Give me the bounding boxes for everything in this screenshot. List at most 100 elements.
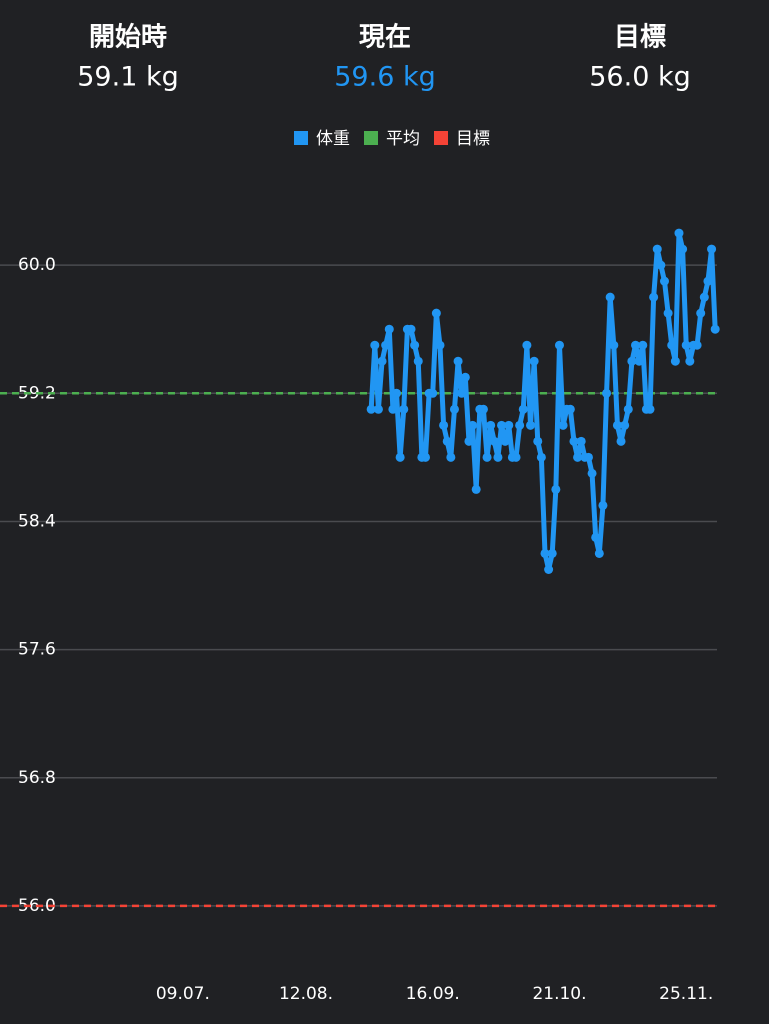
weight-point: [598, 500, 608, 510]
stat-value: 59.6 kg: [334, 62, 435, 93]
weight-point: [373, 404, 383, 414]
weight-point: [482, 452, 492, 462]
weight-point: [529, 356, 539, 366]
weight-point: [638, 340, 648, 350]
weight-point: [631, 340, 641, 350]
weight-point: [649, 292, 659, 302]
weight-point: [627, 356, 637, 366]
x-tick-label: 09.07.: [156, 984, 210, 1004]
weight-point: [478, 404, 488, 414]
weight-point: [540, 548, 550, 558]
weight-point: [551, 484, 561, 494]
weight-point: [377, 356, 387, 366]
weight-point: [428, 388, 438, 398]
weight-point: [612, 420, 622, 430]
weight-point: [497, 420, 507, 430]
weight-point: [602, 388, 612, 398]
weight-point: [710, 324, 720, 334]
legend-label: 体重: [316, 129, 350, 149]
weight-point: [659, 276, 669, 286]
weight-point: [667, 340, 677, 350]
weight-point: [569, 436, 579, 446]
stat-value: 59.1 kg: [77, 62, 178, 93]
weight-point: [544, 565, 554, 574]
weight-point: [384, 324, 394, 334]
stat-label: 現在: [359, 23, 411, 53]
weight-point: [591, 532, 601, 542]
weight-point: [464, 436, 474, 446]
weight-point: [446, 452, 456, 462]
weight-point: [674, 228, 684, 238]
weight-point: [413, 356, 423, 366]
legend-label: 目標: [456, 129, 490, 149]
legend-swatch: [364, 131, 378, 145]
x-tick-label: 16.09.: [406, 984, 460, 1004]
weight-point: [522, 340, 532, 350]
weight-point: [692, 340, 702, 350]
weight-point: [533, 436, 543, 446]
stat-value: 56.0 kg: [589, 62, 690, 93]
y-tick-label: 58.4: [18, 511, 56, 531]
weight-point: [486, 420, 496, 430]
weight-point: [457, 388, 467, 398]
weight-point: [652, 244, 662, 254]
weight-point: [392, 388, 402, 398]
weight-point: [685, 356, 695, 366]
weight-point: [573, 452, 583, 462]
weight-point: [656, 260, 666, 270]
legend-swatch: [434, 131, 448, 145]
weight-point: [395, 452, 405, 462]
weight-point: [449, 404, 459, 414]
weight-point: [558, 420, 568, 430]
weight-point: [645, 404, 655, 414]
weight-point: [442, 436, 452, 446]
legend-label: 平均: [386, 129, 420, 149]
weight-point: [554, 340, 564, 350]
plot: 56.056.857.658.459.260.009.07. 12.08. 16.0…: [0, 228, 720, 1004]
legend: 体重 平均 目標: [294, 129, 490, 149]
weight-point: [616, 436, 626, 446]
weight-point: [493, 452, 503, 462]
weight-point: [489, 436, 499, 446]
weight-point: [511, 452, 521, 462]
weight-point: [663, 308, 673, 318]
weight-point: [435, 340, 445, 350]
weight-point: [594, 548, 604, 558]
weight-point: [696, 308, 706, 318]
weight-point: [388, 404, 398, 414]
weight-point: [366, 404, 376, 414]
weight-point: [518, 404, 528, 414]
weight-point: [623, 404, 633, 414]
weight-point: [620, 420, 630, 430]
weight-point: [381, 340, 391, 350]
weight-point: [681, 340, 691, 350]
weight-point: [703, 276, 713, 286]
x-tick-label: 25.11.: [659, 984, 713, 1004]
weight-point: [406, 324, 416, 334]
weight-point: [699, 292, 709, 302]
weight-point: [565, 404, 575, 414]
weight-point: [605, 292, 615, 302]
weight-point: [439, 420, 449, 430]
weight-point: [399, 404, 409, 414]
y-tick-label: 57.6: [18, 640, 56, 660]
weight-point: [370, 340, 380, 350]
weight-point: [471, 484, 481, 494]
weight-point: [431, 308, 441, 318]
y-tick-label: 60.0: [18, 255, 56, 275]
weight-point: [547, 548, 557, 558]
weight-point: [576, 436, 586, 446]
weight-point: [420, 452, 430, 462]
weight-point: [583, 452, 593, 462]
y-tick-label: 56.8: [18, 768, 56, 788]
weight-point: [707, 244, 717, 254]
x-tick-label: 12.08.: [279, 984, 333, 1004]
stat-label: 目標: [614, 23, 666, 53]
weight-point: [587, 468, 597, 478]
weight-point: [468, 420, 478, 430]
weight-point: [536, 452, 546, 462]
weight-point: [678, 244, 688, 254]
legend-swatch: [294, 131, 308, 145]
